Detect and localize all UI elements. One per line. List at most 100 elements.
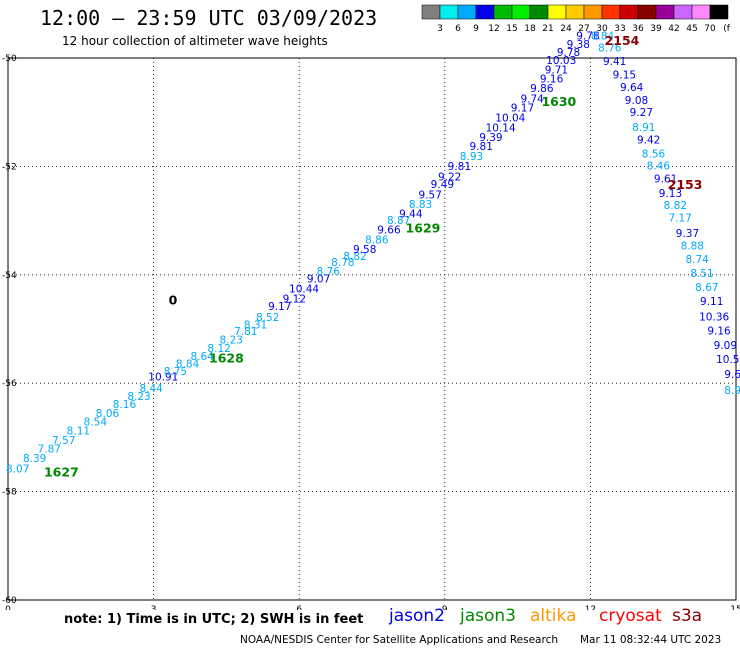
wave-height-point: 10.03	[546, 55, 576, 67]
colorbar-label: 45	[686, 24, 697, 34]
page-title: 12:00 – 23:59 UTC 03/09/2023	[40, 6, 378, 30]
wave-height-point: 9.38	[567, 39, 590, 51]
wave-height-point: 9.64	[620, 82, 644, 94]
legend-cryosat: cryosat	[599, 606, 662, 626]
colorbar-label: 27	[578, 24, 589, 34]
legend-s3a: s3a	[672, 606, 703, 626]
wave-height-point: 8.31	[244, 319, 267, 331]
wave-height-point: 9.71	[545, 65, 568, 77]
wave-height-point: 8.56	[642, 149, 666, 161]
wave-height-point: 8.76	[598, 42, 622, 54]
wave-height-point: 8.95	[724, 385, 740, 397]
wave-height-point: 9.27	[630, 107, 653, 119]
colorbar-label: 15	[506, 24, 517, 34]
wave-height-point: 8.78	[331, 257, 354, 269]
wave-height-point: 10.14	[486, 123, 516, 135]
wave-height-point: 10.91	[148, 371, 178, 383]
wave-height-point: 8.23	[220, 335, 243, 347]
wave-height-point: 9.66	[377, 225, 401, 237]
colorbar-label: 70	[704, 24, 716, 34]
wave-height-point: 9.17	[511, 103, 534, 115]
wave-height-point: 9.42	[637, 135, 660, 147]
legend-jason2: jason2	[389, 606, 445, 626]
wave-height-point: 9.09	[714, 340, 737, 352]
wave-height-point: 9.07	[307, 273, 330, 285]
wave-height-point: 8.44	[139, 383, 163, 395]
wave-height-point: 10.04	[495, 112, 525, 124]
pass-time-label: 0	[169, 293, 178, 308]
wave-height-point: 8.06	[96, 408, 120, 420]
wave-height-point: 8.16	[113, 399, 137, 411]
wave-height-point: 8.76	[317, 266, 341, 278]
colorbar-unit: (ft)	[723, 24, 730, 34]
y-tick-label: -54	[2, 271, 17, 281]
wave-height-point: 8.64	[190, 351, 214, 363]
colorbar-label: 21	[542, 24, 553, 34]
wave-height-point: 7.17	[668, 213, 691, 225]
wave-height-point: 9.78	[576, 31, 599, 43]
colorbar-label: 24	[560, 24, 572, 34]
pass-time-label: 1627	[44, 464, 79, 479]
wave-height-point: 8.51	[690, 268, 713, 280]
colorbar-label: 9	[473, 24, 479, 34]
wave-height-point: 10.58	[716, 354, 740, 366]
wave-height-point: 8.52	[256, 312, 279, 324]
page-subtitle: 12 hour collection of altimeter wave hei…	[62, 34, 328, 48]
wave-height-point: 8.23	[127, 391, 150, 403]
legend-altika: altika	[530, 606, 577, 626]
plot-frame	[7, 57, 737, 601]
wave-height-point: 8.87	[387, 215, 410, 227]
wave-height-point: 8.84	[176, 358, 200, 370]
footer-timestamp: Mar 11 08:32:44 UTC 2023	[580, 634, 722, 646]
wave-height-point: 8.75	[164, 366, 187, 378]
wave-height-point: 8.11	[67, 426, 90, 438]
colorbar-label: 33	[614, 24, 625, 34]
wave-height-point: 9.41	[603, 56, 626, 68]
wave-height-point: 9.37	[676, 228, 699, 240]
wave-height-point: 9.49	[431, 179, 454, 191]
colorbar-label: 39	[650, 24, 662, 34]
wave-height-point: 8.86	[365, 234, 389, 246]
wave-height-point: 7.87	[38, 444, 61, 456]
colorbar-label: 30	[596, 24, 608, 34]
colorbar-label: 18	[524, 24, 536, 34]
wave-height-point: 9.69	[724, 369, 740, 381]
y-tick-label: -50	[2, 54, 17, 64]
pass-time-label: 1630	[541, 94, 576, 109]
wave-height-point: 8.82	[343, 251, 366, 263]
wave-height-point: 8.67	[695, 282, 718, 294]
wave-height-point: 9.15	[613, 70, 636, 82]
wave-height-point: 9.57	[419, 189, 442, 201]
wave-height-point: 10.44	[289, 284, 319, 296]
wave-height-point: 9.44	[399, 208, 423, 220]
y-tick-label: -58	[2, 488, 17, 498]
wave-height-point: 9.39	[479, 132, 502, 144]
colorbar-label: 36	[632, 24, 644, 34]
wave-height-point: 9.86	[530, 83, 554, 95]
wave-height-point: 9.78	[557, 47, 580, 59]
wave-height-point: 8.91	[632, 122, 655, 134]
pass-time-label: 1629	[406, 221, 441, 236]
legend-jason3: jason3	[460, 606, 516, 626]
wave-height-point: 9.16	[707, 325, 731, 337]
y-tick-label: -60	[2, 596, 17, 606]
footer-credit: NOAA/NESDIS Center for Satellite Applica…	[240, 634, 558, 646]
wave-height-point: 8.54	[84, 416, 108, 428]
wave-height-point: 9.58	[353, 244, 376, 256]
wave-height-point: 9.16	[540, 73, 564, 85]
x-tick-label: 12	[585, 605, 596, 610]
wave-height-point: 9.22	[438, 171, 461, 183]
wave-height-point: 8.82	[664, 200, 687, 212]
x-tick-label: 15	[730, 605, 740, 610]
colorbar-label: 42	[668, 24, 679, 34]
colorbar-swatch	[709, 4, 729, 20]
y-tick-label: -52	[2, 162, 17, 172]
colorbar-label: 3	[437, 24, 443, 34]
wave-height-point: 9.17	[268, 301, 291, 313]
x-tick-label: 3	[151, 605, 157, 610]
wave-height-point: 9.08	[625, 95, 648, 107]
wave-height-point: 8.83	[409, 199, 432, 211]
x-tick-label: 6	[296, 605, 302, 610]
pass-time-label: 2153	[668, 177, 703, 192]
wave-height-point: 9.81	[470, 141, 493, 153]
